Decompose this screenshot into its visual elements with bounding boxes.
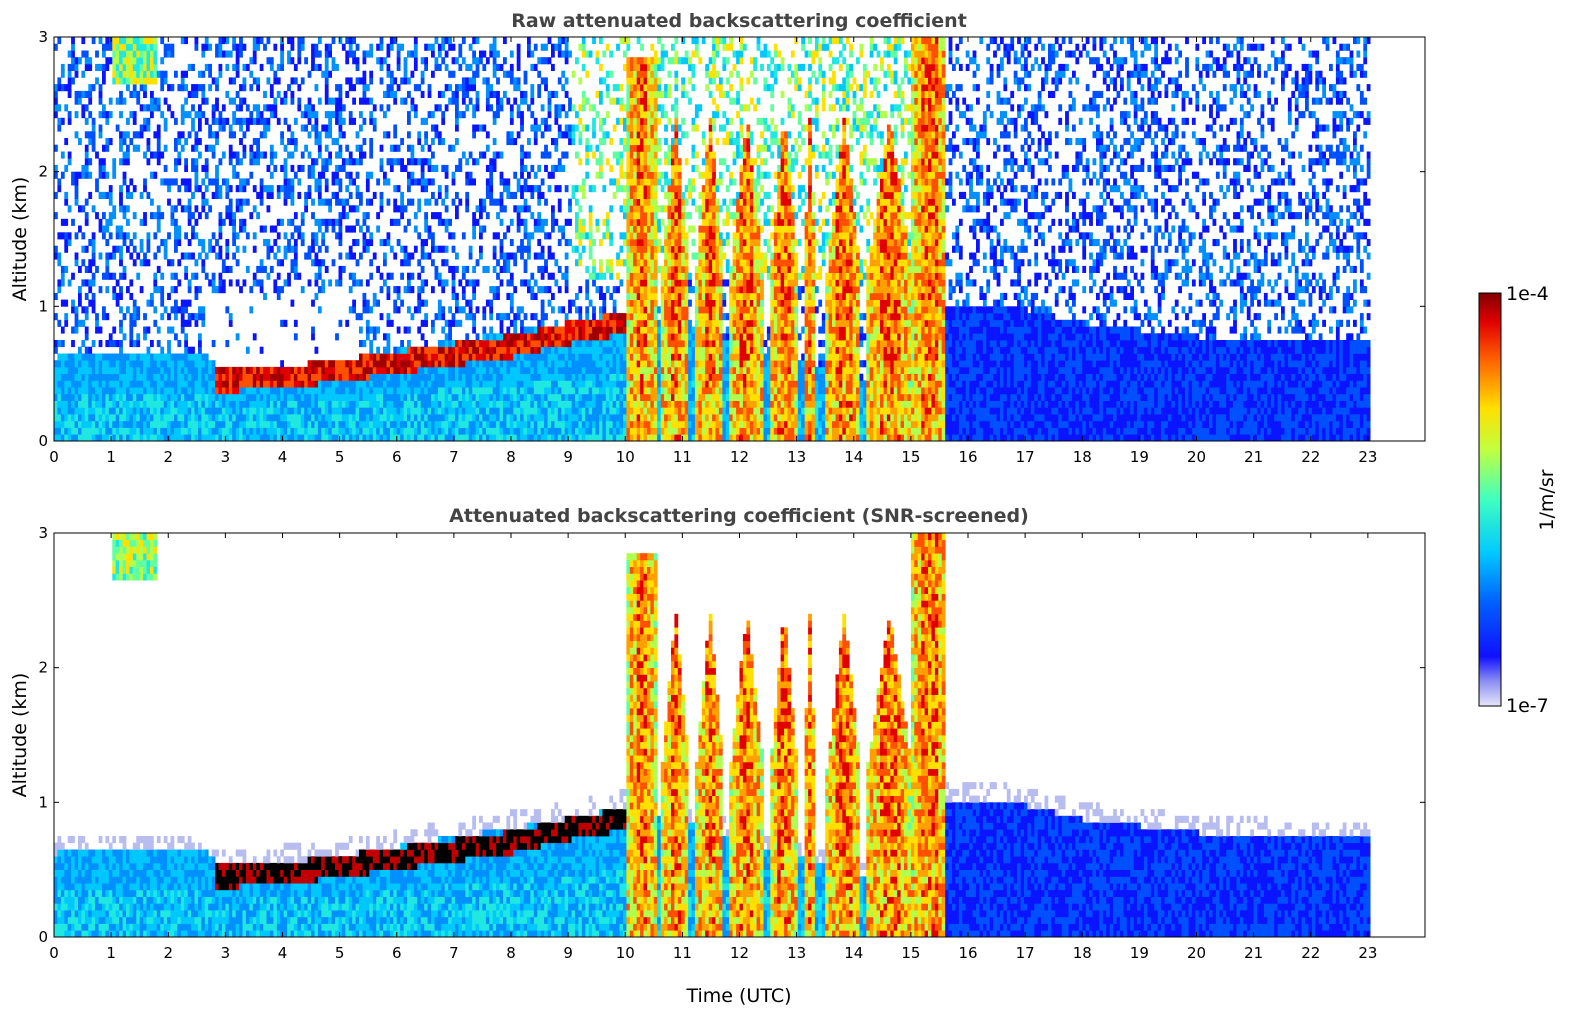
x-tick-label: 13	[787, 448, 806, 466]
x-tick-label: 6	[392, 944, 402, 962]
x-tick-label: 10	[616, 944, 635, 962]
heatmap-cells	[54, 37, 1371, 441]
y-tick-label: 1	[38, 793, 48, 811]
x-tick-label: 18	[1073, 448, 1092, 466]
x-tick-label: 12	[730, 448, 749, 466]
x-tick-label: 1	[106, 448, 116, 466]
x-tick-label: 8	[506, 944, 516, 962]
colorbar	[1478, 292, 1502, 707]
y-tick-label: 0	[38, 432, 48, 450]
x-tick-label: 3	[221, 448, 231, 466]
panel-1-title: Raw attenuated backscattering coefficien…	[511, 10, 967, 32]
x-tick-label: 2	[163, 448, 173, 466]
x-tick-label: 5	[335, 448, 345, 466]
y-tick-label: 0	[38, 928, 48, 946]
x-tick-label: 22	[1301, 944, 1320, 962]
panel-2-y-axis-label: Altitude (km)	[9, 673, 31, 798]
x-tick-label: 22	[1301, 448, 1320, 466]
x-tick-label: 11	[673, 448, 692, 466]
x-tick-label: 21	[1244, 944, 1263, 962]
x-tick-label: 21	[1244, 448, 1263, 466]
panel-2-heatmap: 0 1 2 3 4 5 6 7 8 9 10 11 12 13 14 15 16 17 18 19 20 21 22 2301…	[38, 524, 1426, 962]
x-tick-label: 23	[1358, 944, 1377, 962]
y-tick-label: 3	[38, 28, 48, 46]
x-tick-label: 7	[449, 448, 459, 466]
x-tick-label: 16	[958, 448, 977, 466]
x-tick-label: 3	[221, 944, 231, 962]
x-tick-label: 0	[49, 448, 59, 466]
y-tick-label: 2	[38, 659, 48, 677]
x-tick-label: 17	[1016, 448, 1035, 466]
x-tick-label: 15	[901, 944, 920, 962]
x-tick-label: 19	[1130, 944, 1149, 962]
x-tick-label: 18	[1073, 944, 1092, 962]
panel-2-title: Attenuated backscattering coefficient (S…	[449, 505, 1029, 527]
x-tick-label: 9	[563, 448, 573, 466]
x-axis-label: Time (UTC)	[685, 985, 791, 1007]
x-tick-label: 14	[844, 944, 863, 962]
x-tick-label: 23	[1358, 448, 1377, 466]
y-tick-label: 1	[38, 297, 48, 315]
y-tick-label: 2	[38, 163, 48, 181]
x-tick-label: 11	[673, 944, 692, 962]
x-tick-label: 9	[563, 944, 573, 962]
x-tick-label: 2	[163, 944, 173, 962]
x-tick-label: 20	[1187, 448, 1206, 466]
x-tick-label: 20	[1187, 944, 1206, 962]
colorbar-min-label: 1e-7	[1506, 695, 1549, 717]
x-tick-label: 16	[958, 944, 977, 962]
x-tick-label: 17	[1016, 944, 1035, 962]
panel-1-y-axis-label: Altitude (km)	[9, 177, 31, 302]
x-tick-label: 4	[278, 448, 288, 466]
x-tick-label: 1	[106, 944, 116, 962]
heatmap-cells	[54, 533, 1371, 937]
y-tick-label: 3	[38, 524, 48, 542]
colorbar-max-label: 1e-4	[1506, 283, 1549, 305]
x-tick-label: 14	[844, 448, 863, 466]
x-tick-label: 7	[449, 944, 459, 962]
x-tick-label: 10	[616, 448, 635, 466]
x-tick-label: 19	[1130, 448, 1149, 466]
x-tick-label: 15	[901, 448, 920, 466]
x-tick-label: 4	[278, 944, 288, 962]
x-tick-label: 5	[335, 944, 345, 962]
x-tick-label: 8	[506, 448, 516, 466]
x-tick-label: 6	[392, 448, 402, 466]
panel-1-heatmap: 0 1 2 3 4 5 6 7 8 9 10 11 12 13 14 15 16 17 18 19 20 21 22 2301…	[38, 28, 1426, 466]
colorbar-unit-label: 1/m/sr	[1536, 469, 1558, 530]
x-tick-label: 13	[787, 944, 806, 962]
x-tick-label: 12	[730, 944, 749, 962]
x-tick-label: 0	[49, 944, 59, 962]
